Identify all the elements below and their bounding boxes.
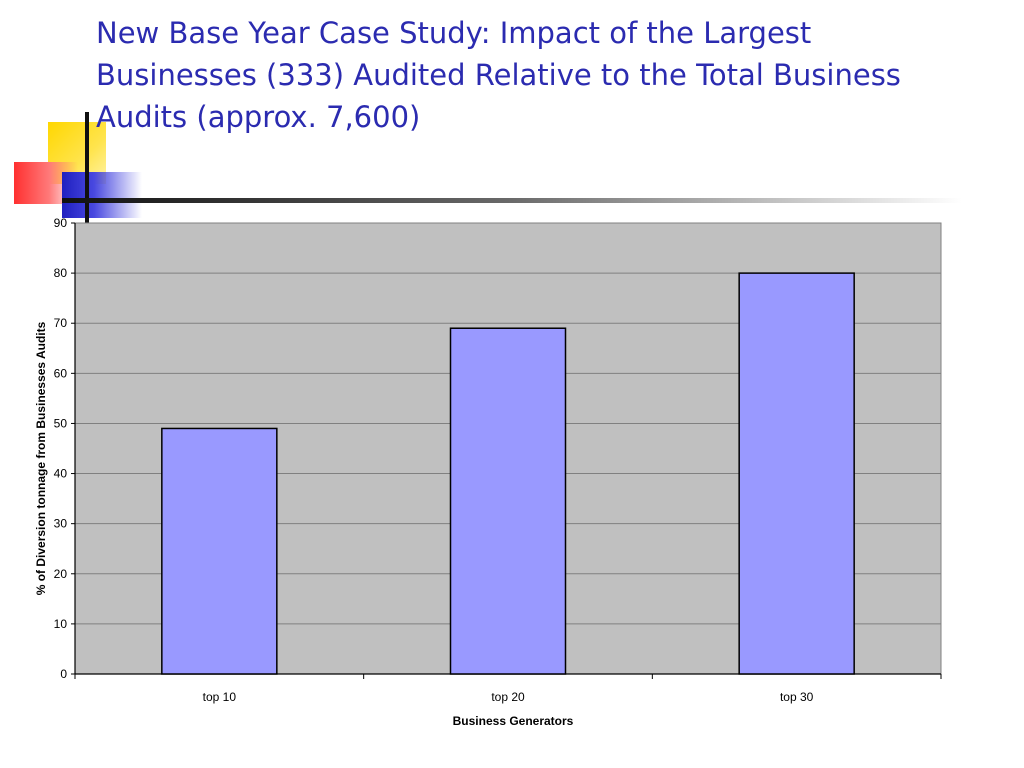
y-axis-label: % of Diversion tonnage from Businesses A… (34, 321, 48, 595)
x-axis-label: Business Generators (453, 714, 574, 728)
y-tick-label: 20 (54, 567, 68, 581)
bars (161, 272, 855, 675)
y-tick-label: 10 (54, 617, 68, 631)
horizontal-rule-decoration (62, 198, 962, 203)
y-tick-label: 30 (54, 517, 68, 531)
x-axis-ticks: top 10 top 20 top 30 (74, 674, 942, 704)
y-tick-label: 50 (54, 416, 68, 430)
slide-title: New Base Year Case Study: Impact of the … (96, 16, 901, 134)
y-tick-label: 0 (60, 667, 67, 681)
x-tick-label: top 10 (203, 690, 237, 704)
y-tick-label: 80 (54, 266, 68, 280)
bar-top-10 (161, 427, 278, 675)
y-tick-label: 70 (54, 316, 68, 330)
x-tick-label: top 30 (780, 690, 814, 704)
x-tick-label: top 20 (491, 690, 525, 704)
y-axis-ticks: 0 10 20 30 40 50 60 70 80 90 (54, 216, 76, 681)
y-tick-label: 90 (54, 216, 68, 230)
y-tick-label: 60 (54, 366, 68, 380)
bar-top-20 (449, 327, 567, 675)
bar-top-30 (738, 272, 855, 675)
blue-square-decoration (62, 172, 142, 218)
vertical-rule-decoration (85, 112, 89, 224)
y-tick-label: 40 (54, 467, 68, 481)
